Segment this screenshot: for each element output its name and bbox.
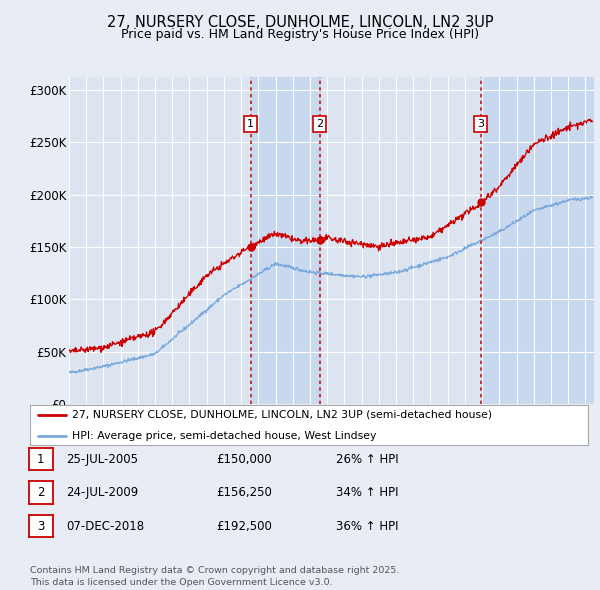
Text: 1: 1 xyxy=(37,453,44,466)
Bar xyxy=(251,77,320,404)
Text: 27, NURSERY CLOSE, DUNHOLME, LINCOLN, LN2 3UP (semi-detached house): 27, NURSERY CLOSE, DUNHOLME, LINCOLN, LN… xyxy=(72,410,492,420)
Text: 34% ↑ HPI: 34% ↑ HPI xyxy=(336,486,398,499)
Text: 25-JUL-2005: 25-JUL-2005 xyxy=(66,453,138,466)
Text: £150,000: £150,000 xyxy=(216,453,272,466)
Text: HPI: Average price, semi-detached house, West Lindsey: HPI: Average price, semi-detached house,… xyxy=(72,431,376,441)
Text: 3: 3 xyxy=(37,520,44,533)
Text: £192,500: £192,500 xyxy=(216,520,272,533)
Text: 1: 1 xyxy=(247,119,254,129)
Bar xyxy=(481,77,594,404)
Text: £156,250: £156,250 xyxy=(216,486,272,499)
Text: 2: 2 xyxy=(37,486,44,499)
Text: 3: 3 xyxy=(477,119,484,129)
Text: 2: 2 xyxy=(316,119,323,129)
Text: Contains HM Land Registry data © Crown copyright and database right 2025.
This d: Contains HM Land Registry data © Crown c… xyxy=(30,566,400,587)
Text: Price paid vs. HM Land Registry's House Price Index (HPI): Price paid vs. HM Land Registry's House … xyxy=(121,28,479,41)
Text: 07-DEC-2018: 07-DEC-2018 xyxy=(66,520,144,533)
Text: 27, NURSERY CLOSE, DUNHOLME, LINCOLN, LN2 3UP: 27, NURSERY CLOSE, DUNHOLME, LINCOLN, LN… xyxy=(107,15,493,30)
Text: 26% ↑ HPI: 26% ↑ HPI xyxy=(336,453,398,466)
Text: 24-JUL-2009: 24-JUL-2009 xyxy=(66,486,138,499)
Text: 36% ↑ HPI: 36% ↑ HPI xyxy=(336,520,398,533)
